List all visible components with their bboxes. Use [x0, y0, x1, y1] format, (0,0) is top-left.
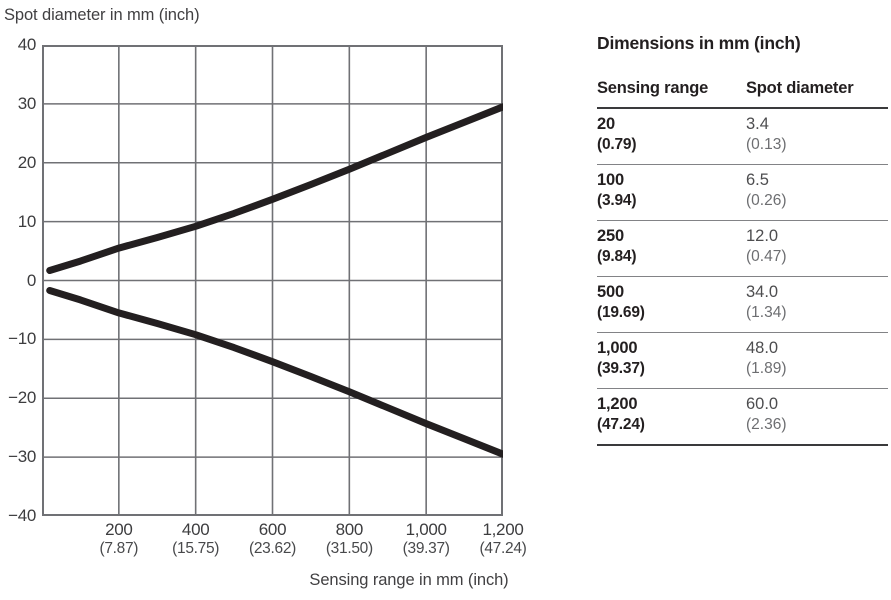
sensing-range-cell: 20 (0.79)	[597, 114, 746, 158]
x-tick-mm: 1,200	[482, 520, 524, 539]
y-tick-label: 0	[26, 270, 36, 290]
y-tick-label: −20	[8, 388, 36, 408]
table-row: 250 (9.84) 12.0 (0.47)	[597, 221, 888, 277]
spot-diameter-mm: 12.0	[746, 227, 779, 245]
sensing-range-inch: (0.79)	[597, 136, 637, 153]
spot-half-diameter-lower-curve	[46, 287, 503, 458]
spot-diameter-cell: 34.0 (1.34)	[746, 282, 888, 326]
sensing-range-mm: 250	[597, 227, 624, 245]
spot-diameter-inch: (0.13)	[746, 136, 787, 153]
table-row: 100 (3.94) 6.5 (0.26)	[597, 165, 888, 221]
x-tick-inch: (31.50)	[325, 540, 373, 557]
y-axis-tick-labels: 40 30 20 10 0 −10 −20 −30 −40	[0, 35, 37, 525]
spot-diameter-cell: 60.0 (2.36)	[746, 394, 888, 438]
dimensions-table-header: Sensing range Spot diameter	[597, 79, 888, 109]
x-tick-mm: 1,000	[405, 520, 447, 539]
x-axis-title: Sensing range in mm (inch)	[309, 571, 509, 589]
spot-diameter-chart	[42, 45, 503, 516]
spot-diameter-mm: 34.0	[746, 283, 779, 301]
plot-frame	[42, 45, 503, 516]
x-tick-mm: 400	[181, 520, 210, 539]
y-tick-label: 40	[17, 35, 37, 54]
x-tick-label: 800 (31.50)	[326, 520, 373, 558]
sensing-range-mm: 1,000	[597, 339, 638, 357]
y-axis-title: Spot diameter in mm (inch)	[4, 6, 200, 24]
sensing-range-inch: (9.84)	[597, 248, 637, 265]
sensing-range-mm: 1,200	[597, 395, 638, 413]
sensing-range-inch: (3.94)	[597, 192, 637, 209]
x-tick-label: 200 (7.87)	[99, 520, 138, 558]
spot-diameter-inch: (0.47)	[746, 248, 787, 265]
x-tick-inch: (7.87)	[99, 540, 139, 557]
sensing-range-cell: 500 (19.69)	[597, 282, 746, 326]
sensing-range-cell: 100 (3.94)	[597, 170, 746, 214]
x-tick-label: 1,200 (47.24)	[479, 520, 526, 558]
sensing-range-inch: (19.69)	[597, 304, 645, 321]
sensing-range-mm: 500	[597, 283, 624, 301]
spot-diameter-inch: (1.89)	[746, 360, 787, 377]
y-tick-label: 20	[17, 152, 37, 172]
y-tick-label: −30	[8, 447, 36, 467]
y-tick-label: 30	[17, 93, 37, 113]
spot-diameter-cell: 48.0 (1.89)	[746, 338, 888, 382]
spot-diameter-mm: 3.4	[746, 115, 769, 133]
x-tick-mm: 800	[335, 520, 364, 539]
spot-diameter-curves	[46, 103, 503, 458]
spot-half-diameter-upper-curve	[46, 103, 503, 274]
spot-diameter-inch: (0.26)	[746, 192, 787, 209]
sensing-range-mm: 20	[597, 115, 615, 133]
spot-diameter-mm: 60.0	[746, 395, 779, 413]
gridlines	[42, 45, 503, 516]
spot-diameter-cell: 6.5 (0.26)	[746, 170, 888, 214]
x-tick-mm: 200	[105, 520, 133, 539]
table-row: 1,000 (39.37) 48.0 (1.89)	[597, 333, 888, 389]
dimensions-table: Dimensions in mm (inch) Sensing range Sp…	[597, 33, 888, 446]
spot-diameter-cell: 3.4 (0.13)	[746, 114, 888, 158]
sensing-range-inch: (39.37)	[597, 360, 645, 377]
table-row: 500 (19.69) 34.0 (1.34)	[597, 277, 888, 333]
spot-diameter-mm: 6.5	[746, 171, 769, 189]
table-row: 1,200 (47.24) 60.0 (2.36)	[597, 389, 888, 446]
sensing-range-mm: 100	[597, 171, 624, 189]
y-tick-label: 10	[17, 211, 37, 231]
x-tick-mm: 600	[258, 520, 287, 539]
x-axis-tick-labels: 200 (7.87) 400 (15.75) 600 (23.62) 800 (31.50) 1…	[42, 520, 526, 560]
sensing-range-cell: 1,000 (39.37)	[597, 338, 746, 382]
table-row: 20 (0.79) 3.4 (0.13)	[597, 109, 888, 165]
x-tick-label: 400 (15.75)	[172, 520, 219, 558]
y-tick-label: −10	[8, 329, 36, 349]
y-tick-label: −40	[8, 506, 36, 525]
spot-diameter-mm: 48.0	[746, 339, 779, 357]
x-tick-inch: (15.75)	[172, 540, 220, 557]
x-tick-inch: (39.37)	[402, 540, 450, 557]
x-tick-label: 600 (23.62)	[249, 520, 296, 558]
x-tick-inch: (47.24)	[479, 540, 527, 557]
spot-diameter-inch: (2.36)	[746, 416, 787, 433]
column-header-sensing-range: Sensing range	[597, 79, 709, 97]
column-header-spot-diameter: Spot diameter	[746, 79, 854, 97]
spot-diameter-cell: 12.0 (0.47)	[746, 226, 888, 270]
dimensions-table-title: Dimensions in mm (inch)	[597, 33, 801, 53]
sensing-range-inch: (47.24)	[597, 416, 645, 433]
x-tick-label: 1,000 (39.37)	[403, 520, 450, 558]
x-tick-inch: (23.62)	[248, 540, 297, 557]
spot-diameter-inch: (1.34)	[746, 304, 787, 321]
sensing-range-cell: 250 (9.84)	[597, 226, 746, 270]
sensing-range-cell: 1,200 (47.24)	[597, 394, 746, 438]
